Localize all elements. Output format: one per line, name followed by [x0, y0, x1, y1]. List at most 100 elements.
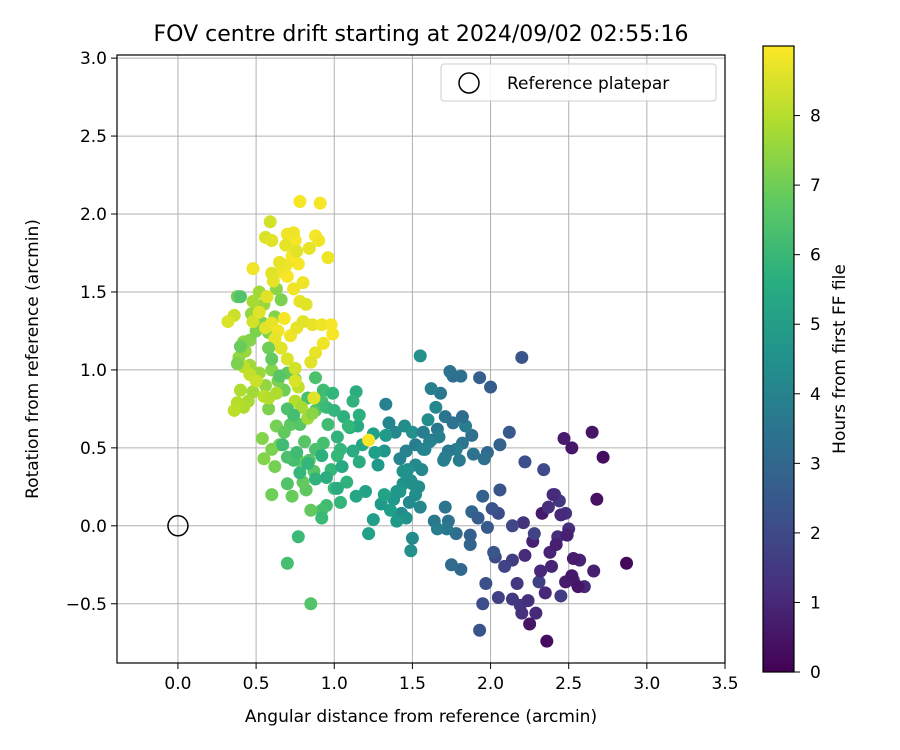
data-point	[379, 428, 393, 442]
y-tick-label: 0.0	[80, 517, 107, 537]
data-point	[326, 327, 340, 341]
data-point	[396, 464, 410, 478]
data-point	[315, 511, 329, 525]
data-point	[304, 355, 318, 369]
data-point	[516, 516, 530, 530]
data-point	[455, 410, 469, 424]
colorbar-label: Hours from first FF file	[830, 264, 850, 454]
data-point	[382, 416, 396, 430]
data-point	[269, 386, 283, 400]
data-point	[313, 196, 327, 210]
x-axis-ticks: 0.0 0.5 1.0 1.5 2.0 2.5 3.0 3.5	[164, 663, 739, 694]
data-point	[527, 527, 541, 541]
data-point	[521, 594, 535, 608]
data-point	[384, 503, 398, 517]
data-point	[265, 352, 279, 366]
data-point	[518, 455, 532, 469]
data-point	[443, 364, 457, 378]
colorbar-tick-label: 6	[810, 246, 821, 266]
data-point	[298, 435, 312, 449]
data-point	[541, 500, 555, 514]
y-tick-label: 1.5	[80, 283, 107, 303]
data-point	[465, 428, 479, 442]
data-point	[243, 333, 257, 347]
data-point	[307, 391, 321, 405]
data-point	[249, 374, 263, 388]
data-point	[532, 575, 546, 589]
data-point	[429, 400, 443, 414]
plot-frame	[116, 54, 726, 664]
colorbar-tick-label: 0	[810, 663, 821, 683]
data-point	[440, 522, 454, 536]
data-point	[587, 564, 601, 578]
data-point	[246, 315, 260, 329]
data-point	[262, 341, 276, 355]
data-point	[413, 500, 427, 514]
data-point	[302, 241, 316, 255]
data-point	[319, 470, 333, 484]
data-point	[518, 548, 532, 562]
data-point	[346, 394, 360, 408]
y-axis-ticks: −0.5 0.0 0.5 1.0 1.5 2.0 2.5 3.0	[66, 49, 117, 615]
legend-box	[440, 63, 717, 102]
legend-marker	[458, 72, 480, 94]
data-point	[560, 528, 574, 542]
data-point	[476, 489, 490, 503]
data-point	[463, 528, 477, 542]
x-tick-label: 1.0	[321, 674, 348, 694]
data-point	[549, 538, 563, 552]
data-point	[566, 552, 580, 566]
data-point	[305, 318, 319, 332]
data-point	[287, 282, 301, 296]
data-point	[287, 408, 301, 422]
data-point	[424, 382, 438, 396]
data-point	[545, 559, 559, 573]
y-tick-label: 1.0	[80, 361, 107, 381]
data-point	[315, 318, 329, 332]
data-point	[252, 305, 266, 319]
chart-title: FOV centre drift starting at 2024/09/02 …	[154, 22, 689, 47]
data-point	[620, 556, 634, 570]
data-point	[280, 477, 294, 491]
legend: Reference platepar	[440, 63, 717, 102]
data-point	[280, 269, 294, 283]
data-point	[479, 576, 493, 590]
data-point	[413, 349, 427, 363]
data-point	[491, 591, 505, 605]
data-point	[260, 290, 274, 304]
data-point	[523, 617, 537, 631]
data-point	[316, 336, 330, 350]
data-point	[534, 564, 548, 578]
data-point	[487, 545, 501, 559]
data-point	[327, 403, 341, 417]
data-point	[498, 559, 512, 573]
data-point	[554, 508, 568, 522]
data-point	[352, 455, 366, 469]
data-point	[463, 538, 477, 552]
y-tick-label: −0.5	[66, 595, 107, 615]
data-point	[390, 514, 404, 528]
legend-label: Reference platepar	[507, 74, 669, 94]
data-point	[379, 397, 393, 411]
data-point	[529, 606, 543, 620]
data-point	[263, 215, 277, 229]
data-point	[446, 416, 460, 430]
data-point	[312, 234, 326, 248]
colorbar-tick-label: 4	[810, 385, 821, 405]
x-tick-label: 3.5	[711, 674, 738, 694]
data-point	[485, 502, 499, 516]
data-point	[340, 475, 354, 489]
data-point	[466, 447, 480, 461]
x-tick-label: 3.0	[633, 674, 660, 694]
data-point	[454, 369, 468, 383]
data-point	[546, 488, 560, 502]
data-point	[288, 361, 302, 375]
data-point	[480, 520, 494, 534]
data-point	[473, 371, 487, 385]
data-point	[265, 234, 279, 248]
data-point	[404, 544, 418, 558]
y-axis-label: Rotation from reference (arcmin)	[23, 219, 43, 499]
data-point	[405, 531, 419, 545]
data-point	[273, 369, 287, 383]
y-tick-label: 2.5	[80, 127, 107, 147]
